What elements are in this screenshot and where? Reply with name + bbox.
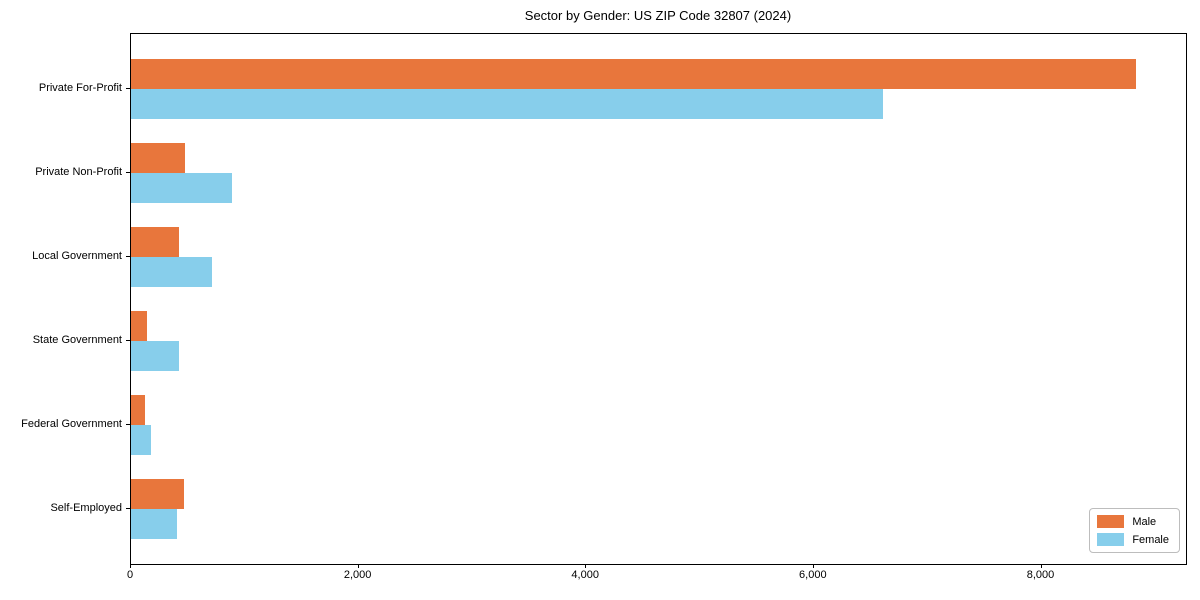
x-tick-mark (812, 564, 814, 568)
legend-item-male: Male (1097, 515, 1169, 528)
bar-female-self-employed (131, 509, 177, 539)
bar-female-private-for-profit (131, 89, 884, 119)
y-tick-mark (126, 424, 130, 425)
y-tick-mark (126, 88, 130, 89)
y-tick-mark (126, 508, 130, 509)
x-tick-label: 2,000 (343, 569, 372, 581)
plot-area: Male Female (130, 33, 1187, 565)
y-tick-mark (126, 256, 130, 257)
legend-label-male: Male (1132, 515, 1157, 528)
chart-title: Sector by Gender: US ZIP Code 32807 (202… (524, 8, 792, 23)
legend: Male Female (1089, 508, 1180, 553)
y-tick-label: Local Government (32, 250, 122, 262)
bar-male-private-for-profit (131, 59, 1136, 89)
x-tick-label: 4,000 (571, 569, 599, 581)
y-tick-label: Private Non-Profit (35, 166, 122, 178)
y-tick-mark (126, 340, 130, 341)
bar-male-private-non-profit (131, 143, 185, 173)
bar-female-federal-government (131, 425, 151, 455)
x-tick-label: 6,000 (799, 569, 827, 581)
x-tick-mark (1040, 564, 1042, 568)
x-tick-label: 0 (126, 569, 134, 581)
legend-label-female: Female (1132, 533, 1169, 546)
x-tick-label: 8,000 (1026, 569, 1055, 581)
bar-female-local-government (131, 257, 213, 287)
x-tick-mark (130, 564, 131, 568)
y-tick-label: State Government (32, 334, 122, 346)
legend-item-female: Female (1097, 533, 1169, 546)
y-tick-label: Self-Employed (50, 502, 122, 514)
legend-swatch-female (1097, 533, 1125, 546)
x-tick-mark (585, 564, 587, 568)
legend-swatch-male (1097, 515, 1125, 528)
bar-female-state-government (131, 341, 180, 371)
bar-male-local-government (131, 227, 179, 257)
bar-female-private-non-profit (131, 173, 232, 203)
x-tick-mark (357, 564, 359, 568)
bar-male-state-government (131, 311, 147, 341)
y-tick-mark (126, 172, 130, 173)
y-tick-label: Federal Government (21, 418, 122, 430)
bar-male-self-employed (131, 479, 184, 509)
y-tick-label: Private For-Profit (38, 82, 122, 94)
bar-male-federal-government (131, 395, 145, 425)
